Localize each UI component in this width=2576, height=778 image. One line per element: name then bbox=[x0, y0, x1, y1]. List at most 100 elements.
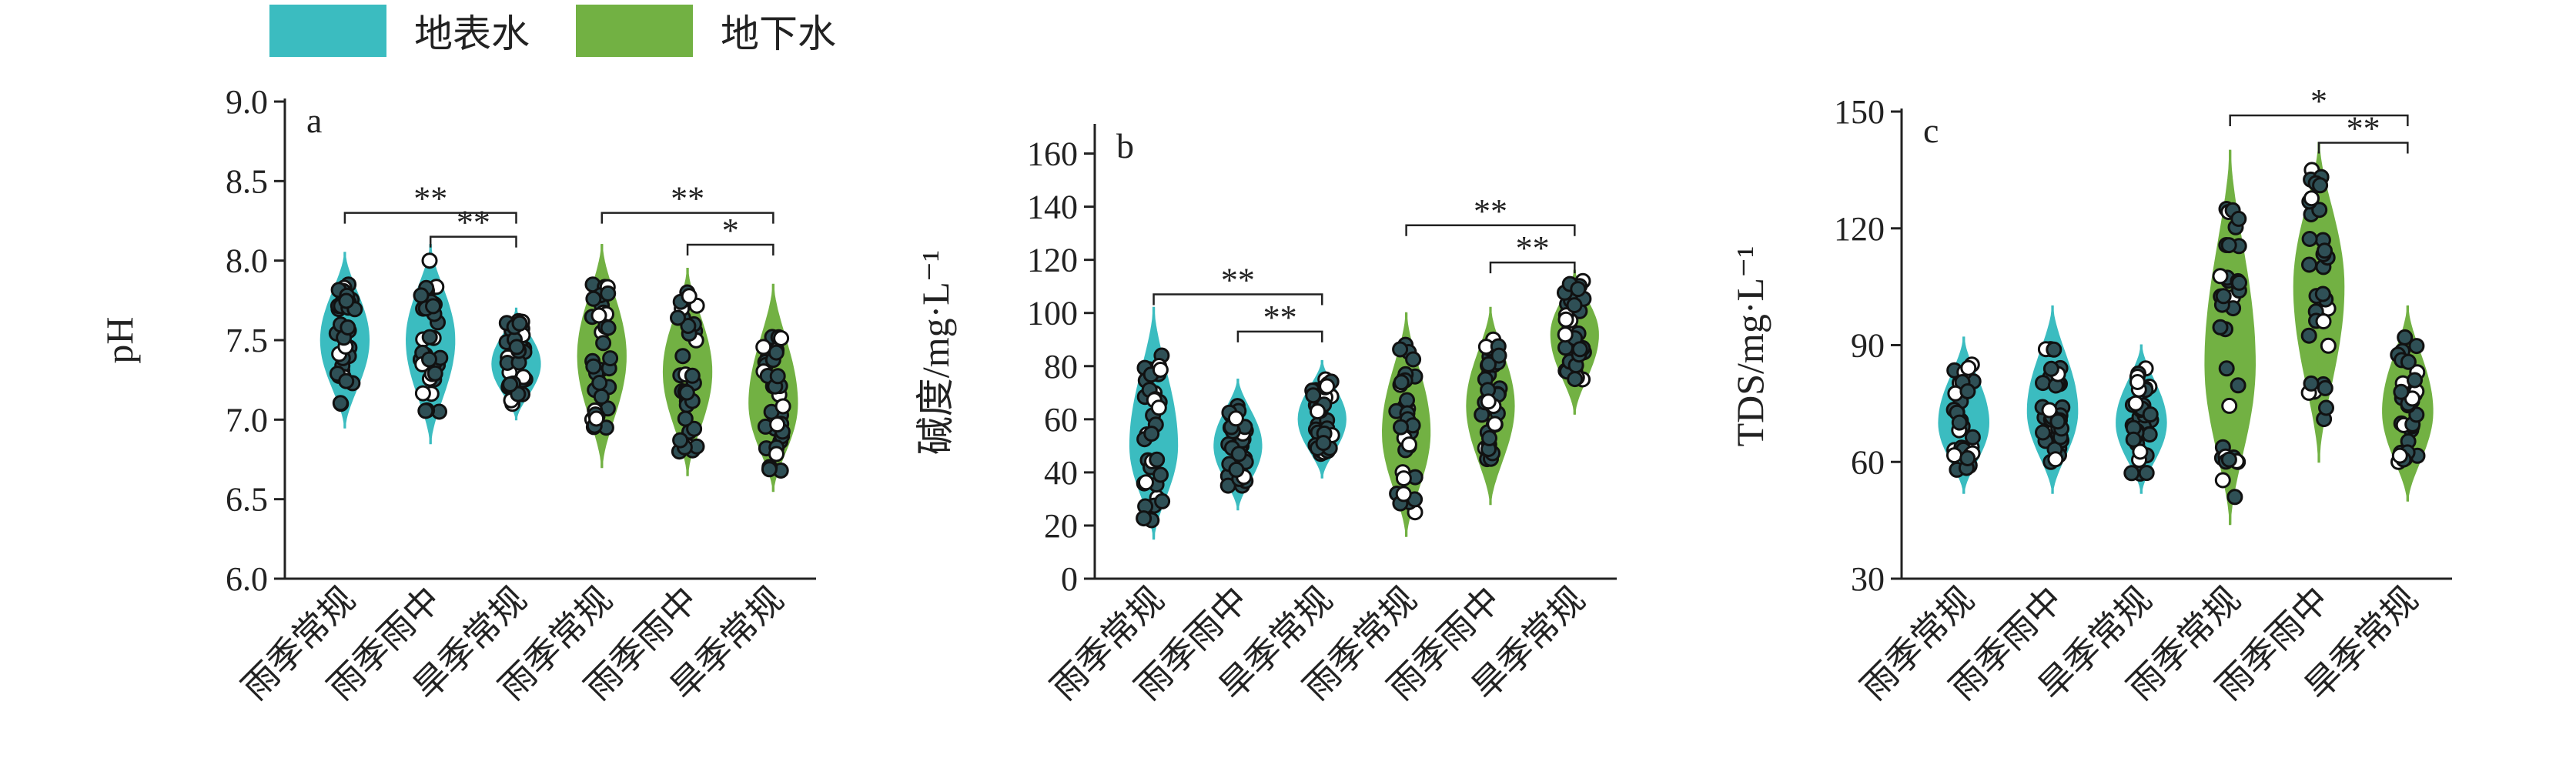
data-point bbox=[585, 358, 602, 375]
data-point bbox=[600, 319, 617, 336]
data-point bbox=[2400, 353, 2417, 370]
data-point bbox=[2314, 285, 2331, 302]
data-point bbox=[2393, 383, 2410, 400]
data-point bbox=[1487, 416, 1504, 432]
legend-label-groundwater: 地下水 bbox=[721, 12, 836, 55]
significance-label: * bbox=[2310, 82, 2327, 120]
data-point bbox=[1227, 410, 1244, 427]
data-point bbox=[769, 368, 786, 385]
legend-swatch-surface-water bbox=[269, 5, 386, 57]
data-point bbox=[680, 318, 697, 334]
y-tick-label: 100 bbox=[1027, 295, 1078, 332]
significance-bracket bbox=[2229, 114, 2409, 127]
data-point bbox=[338, 292, 355, 309]
data-point bbox=[2035, 375, 2051, 392]
data-point bbox=[2123, 465, 2140, 482]
y-tick-label: 150 bbox=[1834, 93, 1885, 131]
panel-label: a bbox=[306, 101, 322, 140]
data-point bbox=[2214, 472, 2231, 489]
data-point bbox=[2226, 489, 2243, 506]
data-point bbox=[1143, 426, 1160, 442]
data-point bbox=[511, 315, 528, 332]
significance-bracket bbox=[1236, 330, 1323, 342]
y-tick-label: 90 bbox=[1851, 327, 1885, 365]
data-point bbox=[2049, 413, 2066, 430]
significance-bracket bbox=[601, 212, 774, 224]
significance-label: ** bbox=[413, 180, 447, 218]
data-point bbox=[1319, 378, 1336, 395]
data-point bbox=[2221, 397, 2238, 414]
data-point bbox=[2320, 337, 2337, 354]
data-point bbox=[2301, 256, 2317, 273]
legend-item-groundwater: 地下水 bbox=[576, 3, 836, 58]
panel-label: b bbox=[1116, 126, 1134, 165]
panel-b: 020406080100120140160碱度/mg·L⁻¹b雨季常规雨季雨中旱… bbox=[914, 124, 1617, 707]
legend-item-surface-water: 地表水 bbox=[269, 3, 530, 58]
data-point bbox=[1393, 374, 1410, 391]
data-point bbox=[1964, 429, 1981, 446]
data-point bbox=[774, 398, 791, 415]
data-point bbox=[1571, 341, 1588, 358]
data-point bbox=[2303, 190, 2320, 207]
data-point bbox=[588, 410, 605, 427]
data-point bbox=[2125, 431, 2142, 448]
data-point bbox=[1305, 387, 1322, 404]
data-point bbox=[1480, 393, 1497, 410]
y-tick-label: 60 bbox=[1044, 401, 1078, 439]
data-point bbox=[2215, 288, 2232, 305]
y-tick-label: 0 bbox=[1061, 560, 1078, 598]
data-point bbox=[593, 388, 610, 405]
data-point bbox=[2391, 447, 2408, 464]
significance-bracket bbox=[686, 243, 774, 255]
data-point bbox=[591, 375, 608, 391]
data-point bbox=[1566, 297, 1583, 314]
data-point bbox=[421, 329, 438, 346]
data-point bbox=[1393, 419, 1409, 436]
data-point bbox=[1570, 281, 1587, 298]
data-point bbox=[2407, 372, 2423, 389]
y-axis-label: pH bbox=[98, 316, 141, 363]
data-point bbox=[2132, 443, 2149, 460]
y-tick-label: 20 bbox=[1044, 507, 1078, 545]
y-tick-label: 6.5 bbox=[226, 481, 268, 519]
data-point bbox=[425, 298, 441, 315]
y-tick-label: 30 bbox=[1851, 560, 1885, 598]
data-point bbox=[2317, 242, 2333, 259]
data-point bbox=[413, 287, 430, 304]
y-axis-label: TDS/mg·L⁻¹ bbox=[1728, 246, 1771, 447]
data-point bbox=[2315, 313, 2332, 330]
significance-bracket bbox=[1489, 261, 1576, 274]
data-point bbox=[2042, 360, 2059, 377]
data-point bbox=[421, 252, 438, 269]
data-point bbox=[602, 350, 619, 367]
data-point bbox=[1392, 341, 1409, 358]
panel-c: 306090120150TDS/mg·L⁻¹c雨季常规雨季雨中旱季常规雨季常规雨… bbox=[1728, 82, 2452, 707]
legend: 地表水 地下水 bbox=[269, 0, 882, 62]
significance-label: ** bbox=[1474, 192, 1507, 230]
data-point bbox=[681, 288, 698, 305]
data-point bbox=[427, 365, 443, 382]
significance-label: ** bbox=[457, 204, 490, 242]
data-point bbox=[1481, 429, 1497, 446]
data-point bbox=[332, 395, 349, 412]
data-point bbox=[768, 344, 785, 361]
data-point bbox=[2220, 237, 2237, 254]
data-point bbox=[1480, 356, 1497, 372]
data-point bbox=[2218, 360, 2235, 377]
y-tick-label: 140 bbox=[1027, 189, 1078, 226]
data-point bbox=[2230, 210, 2247, 227]
data-point bbox=[2231, 274, 2247, 291]
significance-bracket bbox=[343, 212, 517, 224]
legend-label-surface-water: 地表水 bbox=[414, 12, 530, 55]
data-point bbox=[1951, 414, 1968, 431]
y-axis-label: 碱度/mg·L⁻¹ bbox=[914, 250, 957, 455]
data-point bbox=[2212, 319, 2229, 336]
data-point bbox=[2300, 327, 2317, 344]
significance-label: ** bbox=[1221, 262, 1255, 299]
data-point bbox=[1153, 466, 1169, 483]
data-point bbox=[590, 307, 607, 324]
data-point bbox=[2142, 406, 2159, 423]
significance-label: * bbox=[722, 212, 739, 249]
significance-bracket bbox=[429, 235, 517, 248]
y-tick-label: 80 bbox=[1044, 348, 1078, 386]
